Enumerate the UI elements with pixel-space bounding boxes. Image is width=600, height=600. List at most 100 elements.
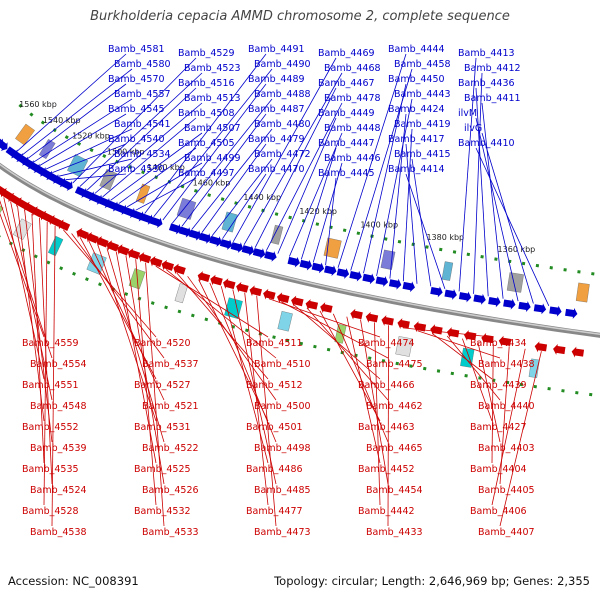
forward-gene-arrow xyxy=(299,259,313,271)
reverse-gene-label: Bamb_4434 xyxy=(470,338,527,349)
forward-leader-line xyxy=(65,173,127,181)
forward-gene-label: Bamb_4467 xyxy=(318,78,375,89)
forward-gene-label: Bamb_4415 xyxy=(394,149,451,160)
reverse-leader-line xyxy=(402,327,493,338)
reverse-leader-line xyxy=(220,286,269,464)
forward-gene-label: Bamb_4413 xyxy=(458,48,515,59)
reverse-gene-arrow xyxy=(446,327,460,339)
forward-leader-line xyxy=(222,173,267,239)
map-title: Burkholderia cepacia AMMD chromosome 2, … xyxy=(90,9,510,24)
forward-gene-label: Bamb_4505 xyxy=(178,138,235,149)
forward-gene-label: Bamb_4450 xyxy=(388,74,445,85)
reverse-gene-arrow xyxy=(397,318,410,329)
forward-gene-label: Bamb_4487 xyxy=(248,104,305,115)
reverse-leader-line xyxy=(43,221,48,506)
reverse-gene-label: Bamb_4407 xyxy=(478,527,535,538)
reverse-gene-label: Bamb_4559 xyxy=(22,338,79,349)
reverse-leader-line xyxy=(3,197,45,380)
forward-gene-label: Bamb_4410 xyxy=(458,138,515,149)
forward-gene-arrow xyxy=(178,226,192,238)
forward-gene-arrow xyxy=(430,286,443,298)
reverse-gene-arrow xyxy=(116,244,130,256)
forward-gene-arrow xyxy=(168,223,182,235)
reverse-gene-arrow xyxy=(138,252,152,264)
reverse-leader-line xyxy=(346,316,381,464)
forward-leader-line xyxy=(265,102,343,251)
forward-gene-label: ilvG xyxy=(464,123,482,134)
forward-gene-label: Bamb_4529 xyxy=(178,48,235,59)
forward-gene-arrow xyxy=(230,242,244,253)
accession-label: Accession: NC_008391 xyxy=(8,574,139,588)
forward-gene-arrow xyxy=(375,276,389,287)
reverse-gene xyxy=(0,183,585,358)
forward-leader-line xyxy=(86,87,197,191)
reverse-gene-arrow xyxy=(223,278,236,290)
forward-gene-label: Bamb_4508 xyxy=(178,108,235,119)
reverse-gene-arrow xyxy=(498,335,512,347)
forward-leader-line xyxy=(402,128,413,282)
reverse-gene-arrow xyxy=(553,344,566,355)
reverse-gene-label: Bamb_4528 xyxy=(22,506,79,517)
forward-leader-line xyxy=(45,128,133,170)
reverse-gene-label: Bamb_4440 xyxy=(478,401,535,412)
reverse-leader-line xyxy=(462,338,493,422)
forward-gene-label: Bamb_4545 xyxy=(108,104,165,115)
forward-leader-line xyxy=(254,87,337,248)
forward-gene-arrow xyxy=(198,232,212,244)
forward-gene-arrow xyxy=(241,245,255,256)
forward-gene-arrow xyxy=(388,278,402,290)
reverse-gene-label: Bamb_4532 xyxy=(134,506,191,517)
reverse-gene-label: Bamb_4438 xyxy=(478,359,535,370)
reverse-gene-label: Bamb_4473 xyxy=(254,527,311,538)
reverse-gene-arrow xyxy=(291,295,304,307)
forward-gene-arrow xyxy=(473,293,486,305)
reverse-gene-label: Bamb_4427 xyxy=(470,422,527,433)
forward-leader-line xyxy=(376,98,413,276)
forward-leader-line xyxy=(289,132,343,257)
reverse-leader-line xyxy=(145,262,165,527)
forward-gene-label: Bamb_4557 xyxy=(114,89,171,100)
forward-leader-line xyxy=(277,117,337,254)
forward-leader-line xyxy=(325,177,337,266)
forward-gene-arrow xyxy=(287,256,301,268)
reverse-leader-line xyxy=(477,341,501,443)
forward-gene-label: Bamb_4412 xyxy=(464,63,521,74)
feature-block xyxy=(395,336,413,357)
inner-tick-ring xyxy=(0,235,600,398)
forward-gene-arrow xyxy=(0,138,8,151)
reverse-gene-label: Bamb_4537 xyxy=(142,359,199,370)
forward-leader-line xyxy=(27,83,127,159)
forward-gene-label: Bamb_4449 xyxy=(318,108,375,119)
forward-gene-label: Bamb_4446 xyxy=(324,153,381,164)
chromosome-backbone-highlight xyxy=(0,163,600,336)
forward-gene-label: Bamb_4490 xyxy=(254,59,311,70)
forward-leader-line xyxy=(201,143,267,233)
forward-leader-line xyxy=(481,132,534,304)
reverse-gene-label: Bamb_4465 xyxy=(366,443,423,454)
reverse-gene-label: Bamb_4526 xyxy=(142,485,199,496)
forward-gene-arrow xyxy=(311,262,325,274)
forward-gene-label: Bamb_4468 xyxy=(324,63,381,74)
reverse-leader-line xyxy=(360,319,389,485)
scale-tick-label: 1440 kbp xyxy=(243,193,281,202)
forward-gene-label: Bamb_4516 xyxy=(178,78,235,89)
reverse-gene-label: Bamb_4500 xyxy=(254,401,311,412)
reverse-gene-arrow xyxy=(96,236,109,248)
forward-leader-line xyxy=(126,162,203,208)
reverse-gene-arrow xyxy=(320,302,333,314)
forward-leader-line xyxy=(405,143,418,284)
feature-block xyxy=(38,139,56,159)
forward-leader-line xyxy=(17,53,127,152)
reverse-leader-line xyxy=(88,240,165,401)
forward-gene-label: Bamb_4419 xyxy=(394,119,451,130)
forward-gene-label: Bamb_4479 xyxy=(248,134,305,145)
reverse-leader-line xyxy=(135,259,157,506)
feature-block xyxy=(270,224,284,245)
forward-leader-line xyxy=(475,87,489,297)
forward-leader-line xyxy=(232,57,337,242)
reverse-gene-label: Bamb_4525 xyxy=(134,464,191,475)
forward-leader-line xyxy=(458,57,477,292)
feature-block xyxy=(15,123,35,146)
reverse-gene-arrow xyxy=(571,346,585,358)
